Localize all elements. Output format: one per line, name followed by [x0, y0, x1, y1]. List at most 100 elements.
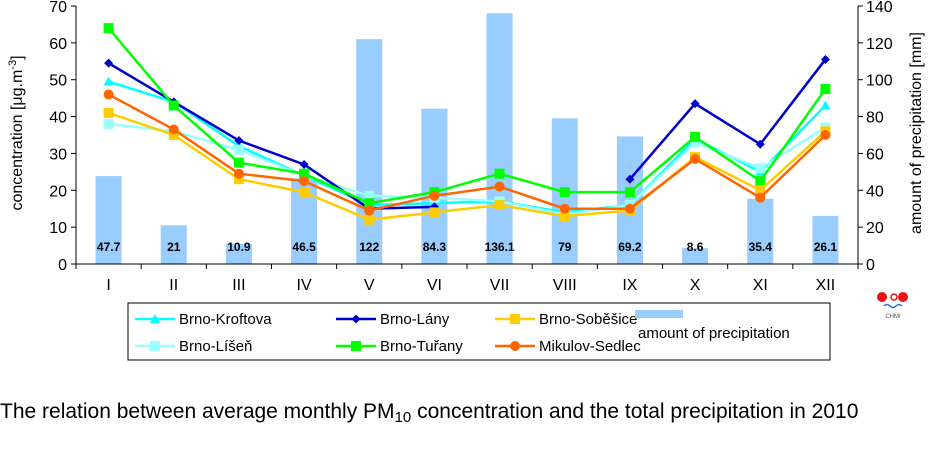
x-tick-label: XI	[753, 277, 768, 294]
y2-tick-label: 120	[866, 36, 893, 53]
series-point	[429, 190, 440, 201]
y-tick-label: 0	[58, 257, 67, 274]
precipitation-bar	[747, 198, 774, 264]
series-point	[755, 176, 766, 187]
legend-item: Brno-Kroftova	[135, 311, 272, 328]
concentration-lines	[103, 23, 831, 225]
precipitation-bars	[95, 13, 839, 265]
series-point	[494, 168, 505, 179]
series-point	[625, 174, 635, 184]
legend-item: Brno-Líšeň	[135, 338, 252, 355]
series-point	[103, 89, 114, 100]
precipitation-bar	[682, 248, 709, 264]
series-line	[107, 93, 827, 212]
series-point	[755, 185, 766, 196]
legend-label: Brno-Kroftova	[179, 311, 272, 328]
legend-marker	[510, 314, 520, 324]
logo-label: CHMI	[885, 314, 901, 320]
series-Brno-Kroftova	[103, 76, 831, 217]
legend-label: amount of precipitation	[638, 325, 790, 342]
y-tick-label: 20	[49, 183, 67, 200]
precipitation-bar	[225, 243, 252, 264]
series-point	[690, 131, 701, 142]
x-tick-label: XII	[816, 277, 836, 294]
series-point	[690, 153, 701, 164]
series-point	[624, 203, 635, 214]
series-point	[299, 159, 309, 169]
precipitation-bar	[160, 225, 187, 264]
legend-item: Brno-Soběšice	[495, 311, 637, 328]
logo-circle-middle	[890, 293, 898, 301]
series-Brno-Líšeň	[103, 118, 831, 220]
legend-marker	[150, 341, 160, 351]
series-point	[559, 203, 570, 214]
series-point	[233, 144, 244, 155]
legend-swatch	[635, 310, 683, 318]
series-point	[820, 54, 830, 64]
legend-item: Brno-Lány	[336, 311, 450, 328]
series-point	[103, 118, 114, 129]
bar-data-label: 26.1	[814, 240, 838, 254]
legend-label: Brno-Tuřany	[380, 338, 463, 355]
series-point	[559, 211, 570, 222]
series-line	[628, 58, 827, 181]
series-point	[820, 100, 831, 110]
y2-tick-label: 40	[866, 183, 884, 200]
series-Brno-Lány	[104, 54, 830, 214]
precipitation-bar	[421, 108, 448, 264]
x-tick-label: I	[106, 277, 110, 294]
series-line	[108, 122, 827, 216]
data-labels: 47.7 21 10.9 46.5 122 84.3 136.1 79 69.2 8.6 35.4 2…	[97, 240, 838, 254]
bar-data-label: 84.3	[423, 240, 447, 254]
x-tick-label: VI	[427, 277, 442, 294]
y2-tick-label: 100	[866, 73, 893, 90]
y-tick-label: 30	[49, 146, 67, 163]
series-point	[755, 192, 766, 203]
caption-text-end: concentration and the total precipitatio…	[411, 400, 859, 423]
bar-data-label: 35.4	[749, 240, 773, 254]
legend-label: Mikulov-Sedlec	[539, 338, 641, 355]
caption-text: The relation between average monthly PM	[0, 400, 395, 423]
x-tick-label: X	[690, 277, 701, 294]
series-point	[234, 136, 244, 146]
precipitation-bar	[356, 39, 383, 264]
legend: Brno-Kroftova Brno-Lány Brno-Soběšiceamoun…	[127, 302, 831, 361]
series-point	[755, 139, 765, 149]
series-point	[233, 174, 244, 185]
series-point	[233, 168, 244, 179]
series-point	[494, 200, 505, 211]
series-point	[364, 205, 375, 216]
logo-circle-right	[898, 292, 908, 302]
chmi-logo: CHMI	[877, 292, 908, 320]
x-tick-label: III	[232, 277, 245, 294]
series-point	[168, 100, 179, 111]
legend-marker	[510, 341, 520, 351]
series-point	[299, 187, 310, 198]
bar-data-label: 122	[359, 240, 379, 254]
y2-tick-label: 140	[866, 0, 893, 16]
series-point	[429, 207, 440, 218]
logo-circle-left	[877, 292, 887, 302]
y2-axis-title: amount of precipitation [mm]	[908, 32, 925, 234]
series-point	[103, 107, 114, 118]
x-tick-label: VII	[490, 277, 510, 294]
y2-tick-label: 60	[866, 146, 884, 163]
bar-data-label: 10.9	[227, 240, 251, 254]
y-tick-label: 60	[49, 36, 67, 53]
x-tick-label: V	[364, 277, 375, 294]
bar-data-label: 136.1	[485, 240, 515, 254]
series-point	[104, 58, 114, 68]
y-tick-label: 70	[49, 0, 67, 16]
bar-data-label: 21	[167, 240, 181, 254]
series-point	[299, 176, 310, 187]
series-point	[103, 23, 114, 34]
y-axis-title: concentration [μg.m-3]	[7, 55, 26, 210]
series-point	[820, 130, 831, 140]
series-point	[820, 83, 831, 94]
series-point	[364, 190, 375, 201]
series-line	[108, 80, 827, 214]
series-point	[168, 130, 179, 140]
legend-marker	[351, 314, 361, 324]
